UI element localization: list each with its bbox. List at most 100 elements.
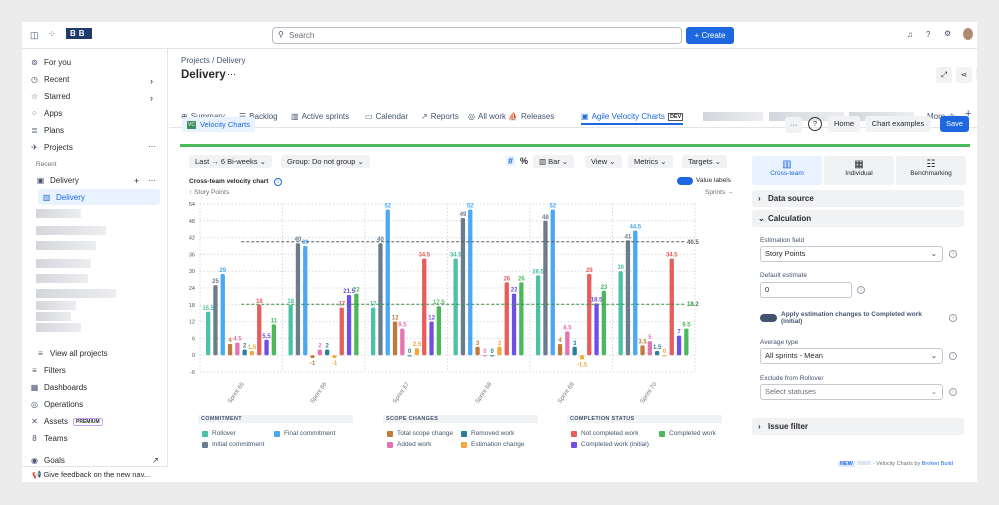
legend-item[interactable]: Estimation change xyxy=(461,441,524,448)
blurred-project[interactable] xyxy=(36,274,88,283)
chart-info-icon[interactable]: i xyxy=(274,178,282,186)
mode-benchmarking[interactable]: ☷ Benchmarking xyxy=(896,156,966,185)
sidebar-item-teams[interactable]: 8 Teams xyxy=(30,434,67,443)
breadcrumb[interactable]: Projects / Delivery xyxy=(181,56,246,65)
legend-item[interactable]: Not completed work xyxy=(571,430,638,437)
exclude-statuses-select[interactable]: Select statuses ⌄ xyxy=(760,384,943,400)
default-estimate-input[interactable]: 0 xyxy=(760,282,852,298)
legend-item[interactable]: Final commitment xyxy=(274,430,335,437)
info-icon[interactable]: i xyxy=(949,388,957,396)
tab-active-sprints[interactable]: ▥ Active sprints xyxy=(291,112,349,121)
blurred-project[interactable] xyxy=(36,241,96,250)
help-button[interactable]: ? xyxy=(808,117,822,131)
mode-individual[interactable]: ▦ Individual xyxy=(824,156,894,185)
blurred-tab[interactable] xyxy=(703,112,763,121)
chart-examples-button[interactable]: Chart examples xyxy=(865,116,931,132)
blurred-project[interactable] xyxy=(36,259,91,268)
percent-mode-button[interactable]: % xyxy=(520,156,529,166)
sidebar-project-delivery[interactable]: ▣ Delivery xyxy=(36,176,79,185)
share-icon[interactable]: ⋖ xyxy=(956,67,972,83)
range-dropdown[interactable]: Last → 6 Bi-weeks ⌄ xyxy=(189,155,272,168)
sidebar-toggle-icon[interactable]: ◫ xyxy=(30,30,39,40)
tab-calendar[interactable]: ▭ Calendar xyxy=(365,112,408,121)
sidebar-item-assets[interactable]: ✕ Assets PREMIUM xyxy=(30,417,103,426)
save-button[interactable]: Save xyxy=(940,116,969,132)
issue-filter-section[interactable]: › Issue filter xyxy=(752,418,964,435)
calculation-section[interactable]: ⌄ Calculation xyxy=(752,210,964,227)
legend-item[interactable]: Total scope change xyxy=(387,430,453,437)
add-icon[interactable]: + xyxy=(134,176,140,186)
chart-type-dropdown[interactable]: ▥ Bar ⌄ xyxy=(533,155,575,168)
estimation-field-select[interactable]: Story Points ⌄ xyxy=(760,246,943,262)
tab-summary[interactable]: ⊕Summary xyxy=(181,112,225,121)
sidebar-item-dashboards[interactable]: ▦ Dashboards xyxy=(30,383,87,392)
sidebar-item-goals[interactable]: ◉ Goals xyxy=(30,456,65,465)
view-all-projects[interactable]: ≡ View all projects xyxy=(36,349,108,358)
more-button[interactable]: ··· xyxy=(785,117,802,133)
external-link-icon[interactable]: ↗ xyxy=(152,456,159,465)
home-button[interactable]: Home xyxy=(828,116,860,132)
tab-all-work[interactable]: ◎ All work xyxy=(468,112,506,121)
info-icon[interactable]: i xyxy=(949,352,957,360)
sidebar-item-projects[interactable]: ✈ Projects xyxy=(30,143,73,152)
automation-icon[interactable]: ϟ xyxy=(976,67,977,83)
legend-item[interactable]: Completed work xyxy=(659,430,716,437)
blurred-project[interactable] xyxy=(36,323,81,332)
search-input[interactable]: Search xyxy=(272,27,682,44)
legend-item[interactable]: Initial commitment xyxy=(202,441,264,448)
info-icon[interactable]: i xyxy=(949,250,957,258)
chevron-right-icon[interactable]: › xyxy=(150,93,153,103)
blurred-project[interactable] xyxy=(36,209,81,218)
bell-icon[interactable]: ♫ xyxy=(907,30,913,39)
legend-item[interactable]: Removed work xyxy=(461,430,514,437)
legend-item[interactable]: Rollover xyxy=(202,430,236,437)
value-labels-toggle[interactable] xyxy=(677,177,693,185)
tab-backlog[interactable]: ☰Backlog xyxy=(239,112,278,121)
view-dropdown[interactable]: View ⌄ xyxy=(585,155,622,168)
blurred-project[interactable] xyxy=(36,312,71,321)
sidebar-item-filters[interactable]: ≡ Filters xyxy=(30,366,66,375)
sidebar-item-plans[interactable]: ≣ Plans xyxy=(30,126,64,135)
blurred-project[interactable] xyxy=(36,289,116,298)
feedback-link[interactable]: 📢 Give feedback on the new nav... xyxy=(22,466,168,482)
average-type-select[interactable]: All sprints - Mean ⌄ xyxy=(760,348,943,364)
tab-agile-velocity-charts[interactable]: ▣ Agile Velocity Charts DEV xyxy=(581,112,684,125)
chevron-right-icon[interactable]: › xyxy=(150,76,153,86)
metrics-dropdown[interactable]: Metrics ⌄ xyxy=(628,155,673,168)
logo[interactable]: BB xyxy=(66,28,92,39)
targets-dropdown[interactable]: Targets ⌄ xyxy=(682,155,727,168)
sidebar-item-operations[interactable]: ◎ Operations xyxy=(30,400,83,409)
expand-icon[interactable]: ⤢ xyxy=(936,67,952,83)
info-icon[interactable]: i xyxy=(949,314,957,322)
count-mode-button[interactable]: # xyxy=(506,156,516,166)
tab-reports[interactable]: ↗ Reports xyxy=(421,112,459,121)
avatar[interactable] xyxy=(963,28,973,40)
more-actions-icon[interactable]: ··· xyxy=(227,69,236,79)
project-more-icon[interactable]: ··· xyxy=(148,176,156,185)
blurred-project[interactable] xyxy=(36,301,76,310)
sidebar-item-recent[interactable]: ◷ Recent xyxy=(30,75,69,84)
gear-icon[interactable]: ⚙ xyxy=(944,29,952,38)
create-button[interactable]: + Create xyxy=(686,27,734,44)
blurred-project[interactable] xyxy=(36,226,106,235)
info-icon[interactable]: i xyxy=(857,286,865,294)
sidebar-board-delivery[interactable]: ▥ Delivery xyxy=(38,189,160,205)
sidebar-item-apps[interactable]: ⁘ Apps xyxy=(30,109,62,118)
apply-estimation-toggle[interactable] xyxy=(760,314,777,322)
projects-more-icon[interactable]: ··· xyxy=(148,142,156,151)
sidebar-item-starred[interactable]: ☆ Starred xyxy=(30,92,70,101)
blurred-tab[interactable] xyxy=(769,112,844,121)
legend-item[interactable]: Completed work (initial) xyxy=(571,441,649,448)
group-dropdown[interactable]: Group: Do not group ⌄ xyxy=(281,155,370,168)
velocity-charts-app-button[interactable]: VC Velocity Charts xyxy=(182,117,255,132)
legend-item[interactable]: Added work xyxy=(387,441,431,448)
help-icon[interactable]: ? xyxy=(926,30,931,39)
broken-build-link[interactable]: Broken Build xyxy=(921,461,953,467)
bar-removed-work xyxy=(325,349,330,356)
app-switcher-icon[interactable]: ⁘ xyxy=(48,29,56,39)
tab-releases[interactable]: ⛵ Releases xyxy=(508,112,554,121)
data-source-section[interactable]: › Data source xyxy=(752,190,964,207)
mode-cross-team[interactable]: ▥ Cross-team xyxy=(752,156,822,185)
sidebar-item-for-you[interactable]: ⊚ For you xyxy=(30,58,71,67)
add-tab-icon[interactable]: + xyxy=(965,108,972,120)
